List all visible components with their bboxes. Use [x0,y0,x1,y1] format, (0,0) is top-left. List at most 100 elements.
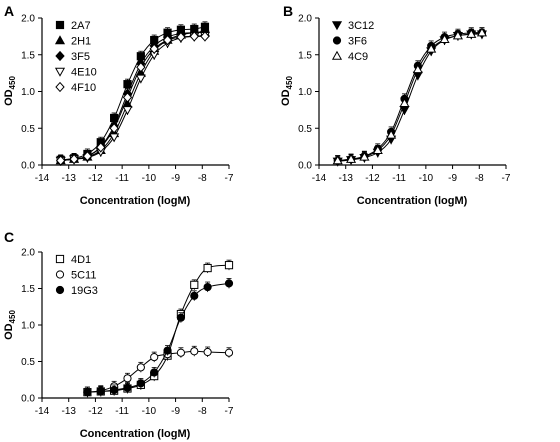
data-point [426,43,437,53]
panel-letter: C [4,229,14,245]
data-point [332,155,343,165]
data-point [466,28,477,38]
series-19g3 [83,277,234,398]
y-tick-label: 0.0 [21,161,35,172]
data-point [82,151,93,162]
legend-label: 5C11 [71,270,96,282]
x-tick-label: -12 [88,406,103,417]
data-point [190,291,199,300]
data-point [122,106,133,116]
legend-marker [55,254,65,264]
data-point [189,31,199,42]
legend-marker [55,270,65,279]
legend-marker [55,20,65,30]
data-point [163,346,172,355]
y-tick-label: 1.5 [21,284,35,295]
y-tick-label: 1.0 [21,87,35,98]
legend-label: 2H1 [71,36,91,48]
panel-letter: B [283,3,293,19]
y-tick-label: 0.0 [298,161,312,172]
data-point [150,353,159,362]
data-point [109,123,119,134]
series-4c9 [332,27,488,166]
data-point [190,347,199,356]
data-point [439,34,450,44]
x-tick-label: -8 [198,406,207,417]
x-tick-label: -13 [338,173,353,184]
x-tick-label: -11 [115,406,129,417]
legend-label: 19G3 [71,285,98,297]
y-tick-label: 1.0 [298,87,312,98]
data-point [200,31,210,42]
x-tick-label: -13 [61,406,76,417]
x-axis-title: Concentration (logM) [357,195,468,207]
data-point [190,280,199,289]
panel-b: B 0.0 0.5 1.0 1.5 2.0 -14 -13 -12 -11 -10 -9 -8 -7 Con… [280,3,511,207]
data-point [162,34,173,46]
legend-marker [55,285,65,295]
x-tick-label: -12 [88,173,103,184]
x-tick-label: -11 [115,173,129,184]
data-point [386,129,397,139]
series-5c11 [83,345,234,398]
x-tick-label: -14 [35,406,50,417]
data-point [203,282,212,292]
x-tick-label: -13 [61,173,76,184]
data-point [109,133,120,143]
y-tick-label: 1.5 [298,50,312,61]
y-tick-label: 2.0 [21,14,35,25]
series-4d1 [83,259,234,398]
data-point [372,145,383,154]
data-point [176,31,186,43]
data-point [136,363,145,372]
data-point [224,348,234,357]
data-point [149,43,159,55]
x-tick-label: -8 [198,173,207,184]
legend-marker [55,81,65,93]
legend-marker [54,35,66,45]
data-point [136,62,146,73]
panel-c: C 0.0 0.5 1.0 1.5 2.0 -14 -13 -12 -11 -10 -9 -8 -7 Con… [3,229,234,440]
data-point [136,379,145,388]
panel-a: A 0.0 0.5 1.0 1.5 2.0 -14 -13 -12 -11 -10 -9 -8 -7 Con… [3,3,234,207]
data-point [203,347,212,357]
y-tick-label: 1.0 [21,321,35,332]
legend-label: 3C12 [348,20,374,32]
data-point [176,348,186,357]
legend-marker [331,50,343,60]
y-tick-label: 2.0 [21,248,35,259]
data-point [69,153,79,165]
x-tick-label: -9 [171,406,180,417]
series-3c12 [332,28,488,167]
x-tick-label: -7 [225,406,234,417]
x-tick-label: -10 [142,173,157,184]
data-point [203,263,212,273]
x-axis-title: Concentration (logM) [80,195,191,207]
x-tick-label: -14 [312,173,327,184]
y-tick-label: 0.5 [21,357,35,368]
x-axis-title: Concentration (logM) [80,428,191,440]
y-axis-title: OD450 [280,76,294,106]
data-point [452,30,463,40]
data-point [359,151,370,161]
data-point [96,387,105,396]
x-tick-label: -12 [365,173,380,184]
x-tick-label: -9 [448,173,457,184]
legend-marker [55,50,65,62]
data-point [96,142,106,153]
legend-label: 4C9 [348,51,368,63]
data-point [56,155,66,166]
data-point [123,374,132,383]
y-axis-title: OD450 [3,76,17,106]
y-tick-label: 0.0 [21,394,35,405]
legend-label: 4E10 [71,67,97,79]
y-tick-label: 2.0 [298,14,312,25]
x-tick-label: -14 [35,173,50,184]
data-point [135,74,146,84]
data-point [399,98,410,107]
data-point [476,27,488,37]
legend-label: 3F6 [348,36,367,48]
x-tick-label: -11 [392,173,406,184]
data-point [123,383,132,392]
